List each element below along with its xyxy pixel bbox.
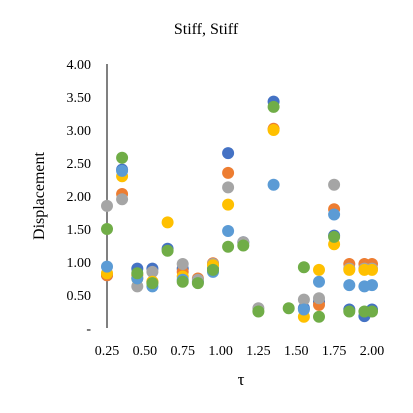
y-axis-ticks: - 0.50 1.00 1.50 2.00 2.50 3.00 3.50 4.00 <box>67 58 92 337</box>
chart-title: Stiff, Stiff <box>174 21 239 38</box>
data-point <box>366 279 378 292</box>
data-point <box>131 267 144 280</box>
y-tick-label: 3.50 <box>67 91 92 106</box>
data-point <box>297 293 310 306</box>
series-4 <box>101 124 378 323</box>
x-tick-label: 0.25 <box>95 344 120 359</box>
data-point <box>191 277 204 290</box>
data-point <box>222 240 235 253</box>
data-point <box>282 302 295 315</box>
y-tick-label: 4.00 <box>67 58 92 73</box>
data-point <box>222 166 235 179</box>
data-point <box>343 305 356 318</box>
data-point <box>161 244 174 257</box>
x-tick-label: 2.00 <box>360 344 385 359</box>
data-point <box>176 275 189 288</box>
y-tick-label: - <box>86 322 91 337</box>
data-point <box>222 181 235 194</box>
y-axis-label: Displacement <box>31 151 48 240</box>
data-point <box>252 305 265 318</box>
x-axis-ticks: 0.25 0.50 0.75 1.00 1.25 1.50 1.75 2.00 <box>95 344 385 359</box>
data-point <box>313 310 325 323</box>
data-point <box>222 147 235 160</box>
y-tick-label: 2.00 <box>67 190 92 205</box>
data-point <box>313 263 325 276</box>
data-point <box>343 263 356 276</box>
x-tick-label: 1.50 <box>284 344 309 359</box>
data-point <box>297 303 310 316</box>
y-tick-label: 3.00 <box>67 124 92 139</box>
data-point <box>222 225 235 237</box>
y-tick-label: 0.50 <box>67 289 92 304</box>
y-tick-label: 2.50 <box>67 157 92 172</box>
data-point <box>146 265 159 278</box>
data-point <box>313 275 325 288</box>
data-point <box>176 258 189 270</box>
x-axis-label: τ <box>238 370 245 389</box>
data-point <box>297 261 310 274</box>
data-point <box>343 279 356 292</box>
data-point <box>161 216 174 229</box>
x-tick-label: 0.75 <box>170 344 195 359</box>
x-tick-label: 1.25 <box>246 344 271 359</box>
data-point <box>267 100 280 113</box>
data-point <box>101 223 113 235</box>
data-point <box>366 305 378 318</box>
x-tick-label: 0.50 <box>133 344 158 359</box>
x-tick-label: 1.75 <box>322 344 347 359</box>
data-point <box>237 239 250 252</box>
data-point <box>267 124 280 136</box>
data-point <box>222 198 235 211</box>
y-tick-label: 1.50 <box>67 223 92 238</box>
data-point <box>146 277 159 290</box>
data-point <box>116 151 129 164</box>
data-point <box>267 178 280 191</box>
data-point <box>101 199 113 212</box>
data-point <box>101 260 113 273</box>
data-points <box>101 95 378 323</box>
data-point <box>116 164 129 177</box>
data-point <box>116 193 129 206</box>
series-6 <box>101 100 378 323</box>
data-point <box>207 263 219 276</box>
x-tick-label: 1.00 <box>208 344 233 359</box>
data-point <box>328 208 341 221</box>
data-point <box>313 292 325 305</box>
data-point <box>366 263 378 276</box>
data-point <box>328 230 341 243</box>
y-tick-label: 1.00 <box>67 256 92 271</box>
data-point <box>328 178 341 191</box>
